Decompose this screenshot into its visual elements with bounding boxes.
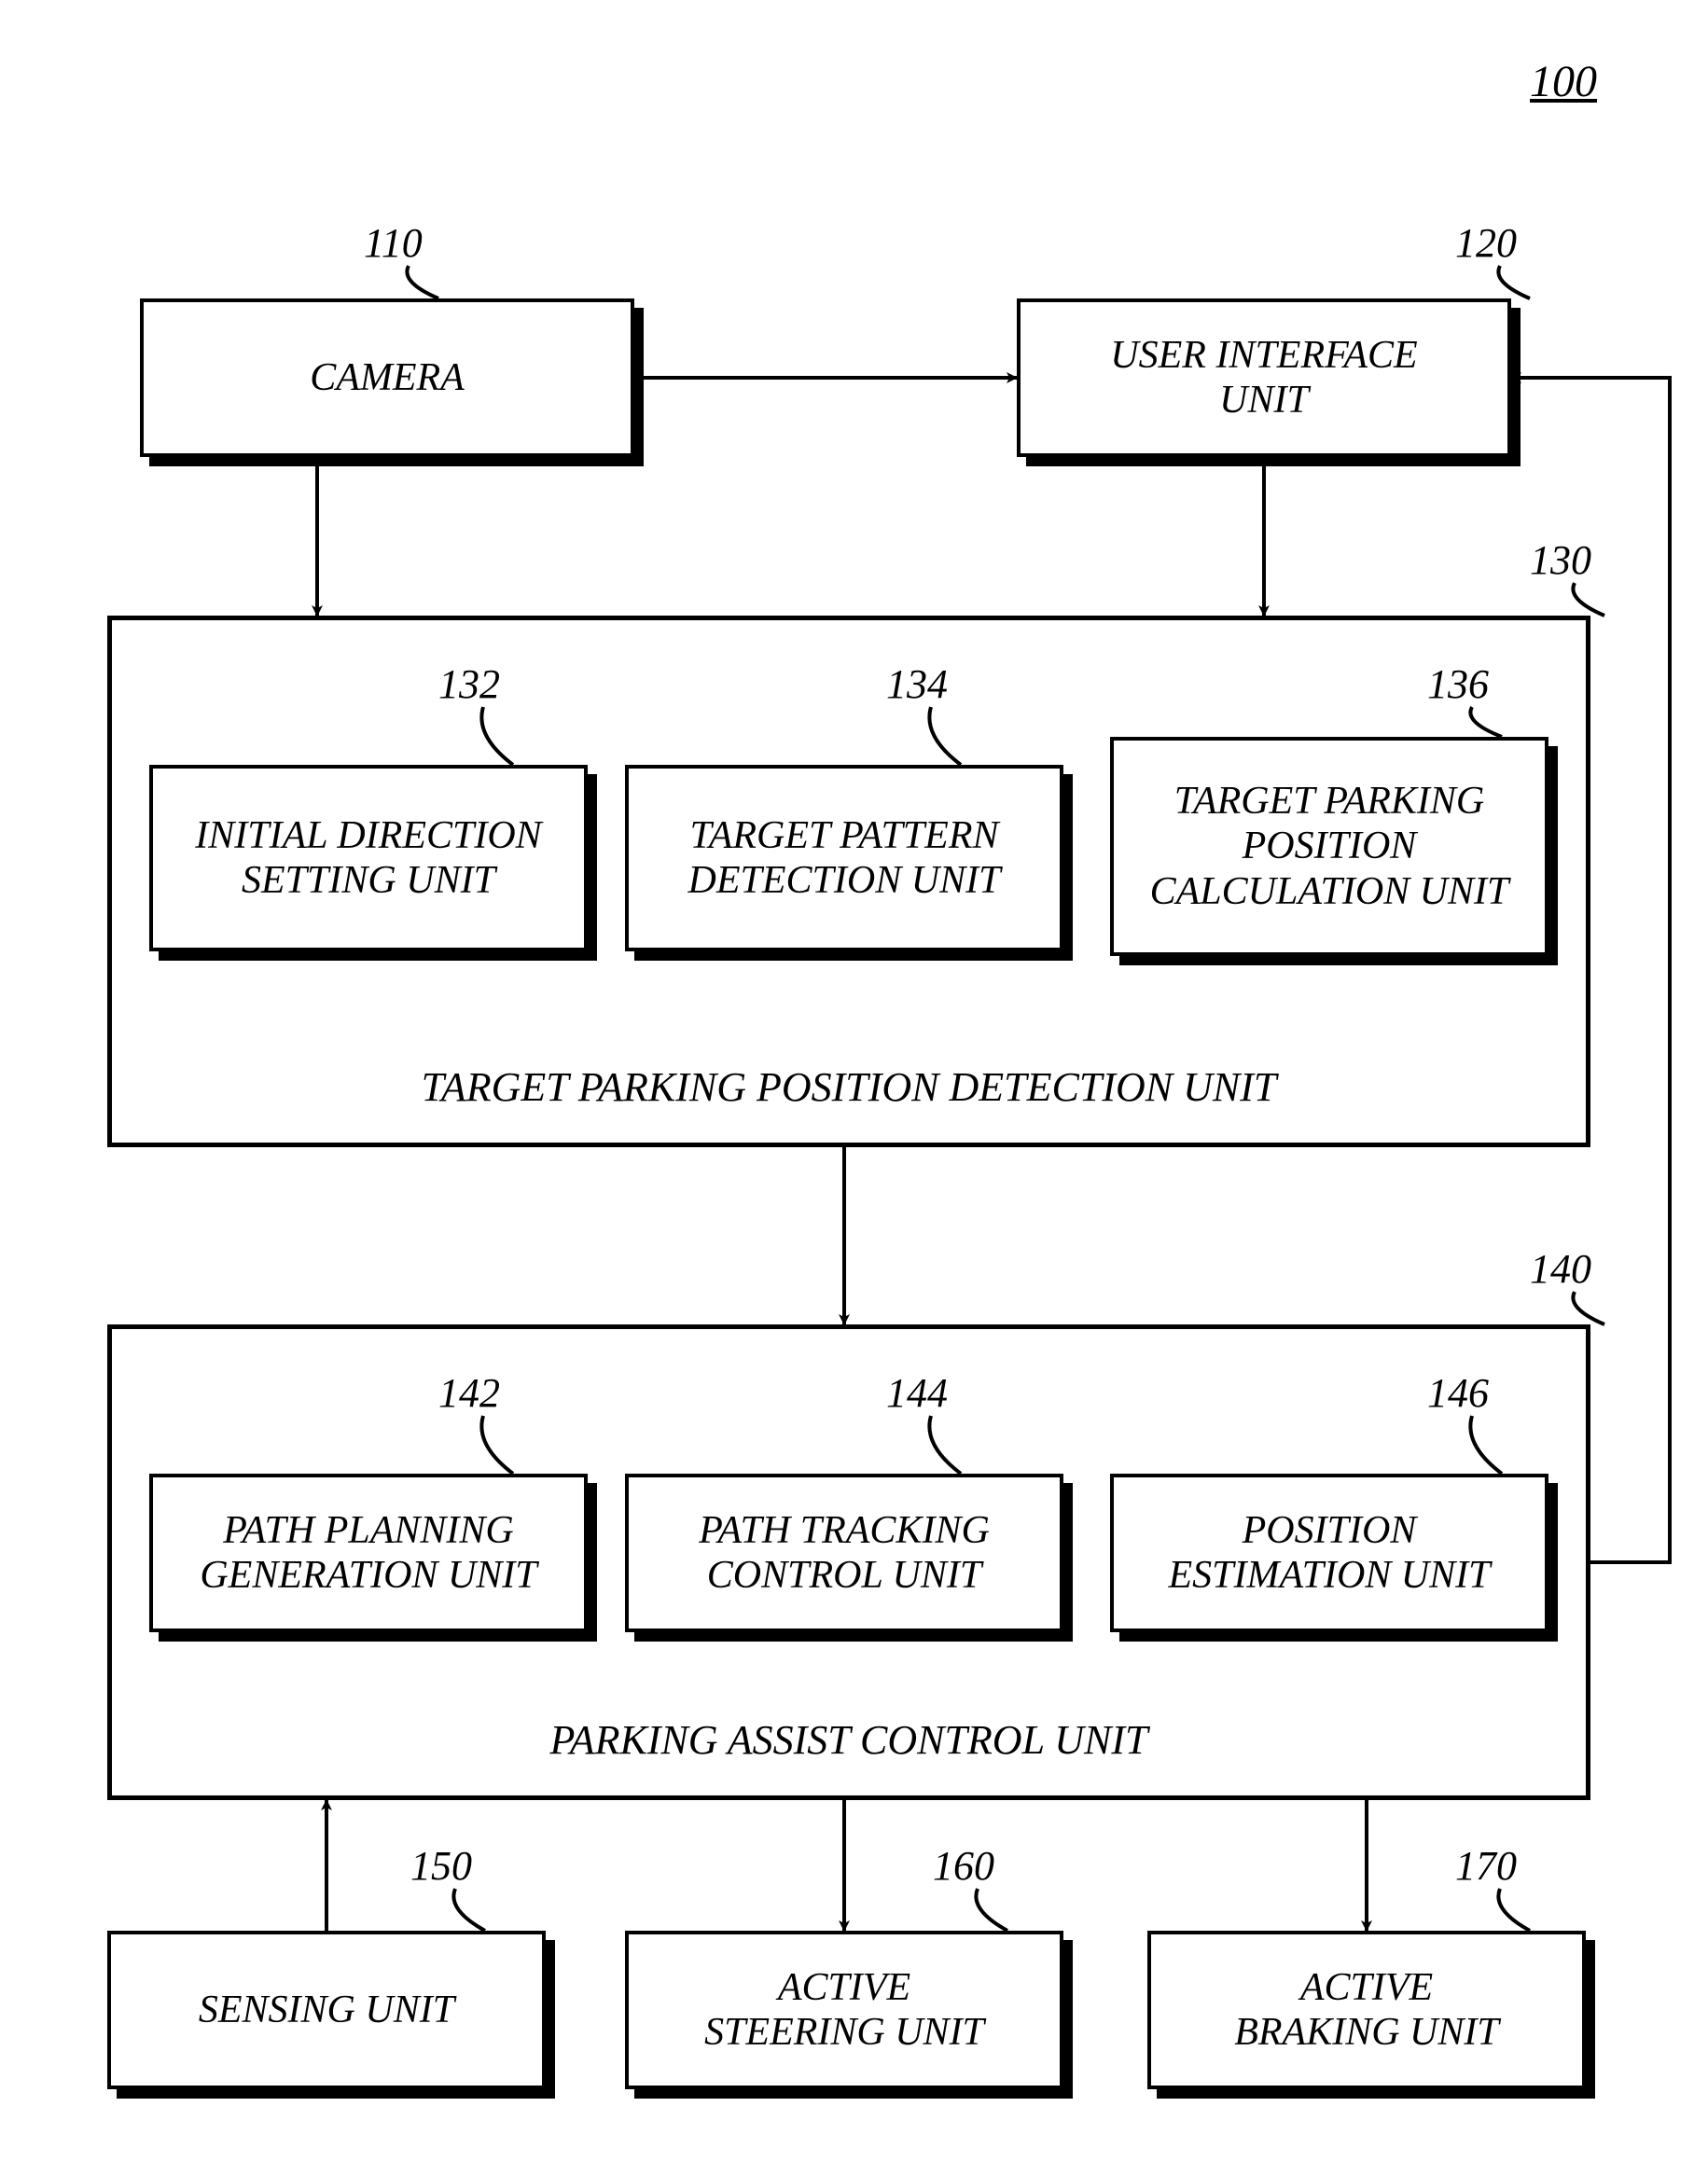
ref-160: 160 (933, 1842, 994, 1890)
diagram-stage: 100 CAMERA USER INTERFACE UNIT INITIAL D… (0, 0, 1708, 2162)
ref-136: 136 (1427, 660, 1489, 708)
ref-134: 134 (886, 660, 948, 708)
ref-150: 150 (410, 1842, 472, 1890)
ref-132: 132 (438, 660, 500, 708)
connector-overlay (0, 0, 1708, 2162)
ref-130: 130 (1530, 536, 1591, 584)
ref-142: 142 (438, 1369, 500, 1417)
ref-144: 144 (886, 1369, 948, 1417)
ref-170: 170 (1455, 1842, 1517, 1890)
ref-camera: 110 (364, 219, 423, 267)
ref-146: 146 (1427, 1369, 1489, 1417)
ref-140: 140 (1530, 1245, 1591, 1293)
ref-ui: 120 (1455, 219, 1517, 267)
